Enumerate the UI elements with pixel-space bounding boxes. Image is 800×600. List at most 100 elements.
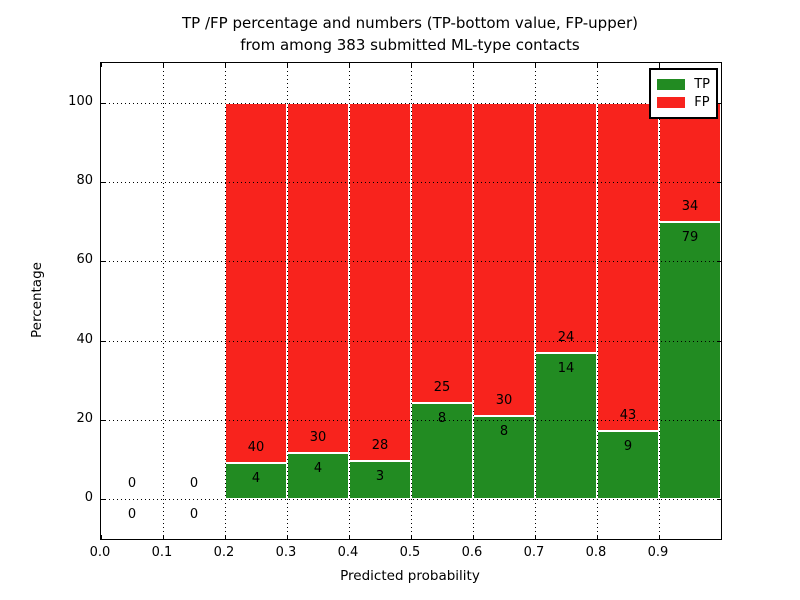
- x-tick-bottom: [349, 535, 350, 539]
- y-axis-label: Percentage: [29, 262, 45, 338]
- bar-count-tp: 9: [623, 438, 633, 454]
- legend-label-fp: FP: [694, 95, 710, 110]
- y-tick-label: 100: [68, 93, 93, 109]
- chart-title-line-2: from among 383 submitted ML-type contact…: [240, 36, 580, 54]
- bar-count-fp: 34: [681, 199, 699, 215]
- y-tick-left: [101, 340, 105, 342]
- y-tick-left: [101, 102, 105, 104]
- bar-count-tp: 4: [251, 471, 261, 487]
- y-tick-label: 60: [76, 252, 93, 268]
- x-tick-top: [473, 63, 474, 67]
- x-tick-bottom: [101, 535, 102, 539]
- bar-tp: [535, 353, 597, 500]
- x-tick-bottom: [659, 535, 660, 539]
- x-tick-label: 0.9: [647, 545, 669, 560]
- bar-tp: [659, 222, 721, 500]
- y-tick-left: [101, 499, 105, 501]
- x-tick-top: [225, 63, 226, 67]
- gridline-vertical: [287, 63, 288, 539]
- bar-count-fp: 30: [309, 429, 327, 445]
- x-tick-bottom: [473, 535, 474, 539]
- y-tick-right: [717, 420, 721, 421]
- bar-fp: [411, 102, 473, 404]
- bar-count-tp: 0: [127, 507, 137, 523]
- bar-count-fp: 28: [371, 437, 389, 453]
- x-tick-label: 0.2: [213, 545, 235, 560]
- gridline-vertical: [473, 63, 474, 539]
- bar-count-fp: 24: [557, 330, 575, 346]
- bar-count-tp: 14: [557, 361, 575, 377]
- bar-count-fp: 25: [433, 380, 451, 396]
- y-tick-left: [101, 420, 105, 421]
- bar-tp: [225, 463, 287, 500]
- bar-tp: [287, 452, 349, 500]
- y-tick-right: [717, 340, 721, 342]
- bar-count-fp: 30: [495, 392, 513, 408]
- legend-swatch-tp-icon: [657, 79, 686, 90]
- bar-fp: [225, 102, 287, 464]
- x-tick-bottom: [597, 535, 598, 539]
- legend: TP FP: [649, 68, 718, 119]
- x-tick-label: 0.7: [523, 545, 545, 560]
- gridline-vertical: [659, 63, 660, 539]
- x-tick-top: [597, 63, 598, 67]
- x-tick-top: [101, 63, 102, 67]
- x-tick-label: 0.8: [585, 545, 607, 560]
- y-tick-label: 20: [76, 411, 93, 426]
- y-tick-right: [717, 499, 721, 501]
- x-tick-bottom: [163, 535, 164, 539]
- gridline-vertical: [225, 63, 226, 539]
- legend-label-tp: TP: [694, 77, 710, 92]
- bar-fp: [287, 102, 349, 453]
- y-tick-right: [717, 182, 721, 183]
- chart-title: TP /FP percentage and numbers (TP-bottom…: [100, 12, 720, 56]
- chart-title-line-1: TP /FP percentage and numbers (TP-bottom…: [182, 14, 638, 32]
- bar-count-tp: 3: [375, 468, 385, 484]
- bar-count-tp: 8: [437, 411, 447, 427]
- y-tick-label: 80: [76, 173, 93, 188]
- y-tick-left: [101, 261, 105, 263]
- bar-fp: [349, 102, 411, 461]
- bar-fp: [535, 102, 597, 354]
- x-tick-bottom: [535, 535, 536, 539]
- x-tick-label: 0.0: [89, 545, 111, 560]
- gridline-vertical: [349, 63, 350, 539]
- x-tick-label: 0.1: [151, 545, 173, 560]
- bar-fp: [597, 102, 659, 431]
- gridline-vertical: [163, 63, 164, 539]
- legend-item-tp: TP: [657, 77, 710, 92]
- x-tick-top: [287, 63, 288, 67]
- y-tick-left: [101, 182, 105, 183]
- y-tick-label: 0: [84, 490, 93, 506]
- y-tick-right: [717, 261, 721, 263]
- x-tick-top: [349, 63, 350, 67]
- x-tick-top: [163, 63, 164, 67]
- bar-count-tp: 8: [499, 423, 509, 439]
- plot-area: TP FP 0 0 0 0 40 4 30 4 28 3 25 8 30 8 24 14 43 9 34 79: [100, 62, 722, 540]
- x-tick-bottom: [411, 535, 412, 539]
- legend-item-fp: FP: [657, 95, 710, 110]
- bar-count-fp: 43: [619, 407, 637, 423]
- x-tick-label: 0.3: [275, 545, 297, 560]
- bar-count-tp: 0: [189, 507, 199, 523]
- bar-count-fp: 0: [189, 476, 199, 492]
- x-tick-label: 0.5: [399, 545, 421, 560]
- bar-count-fp: 40: [247, 440, 265, 456]
- x-tick-top: [411, 63, 412, 67]
- bar-tp: [411, 403, 473, 500]
- gridline-vertical: [597, 63, 598, 539]
- x-tick-label: 0.6: [461, 545, 483, 560]
- gridline-vertical: [535, 63, 536, 539]
- bar-fp: [473, 102, 535, 416]
- x-tick-bottom: [287, 535, 288, 539]
- y-tick-right: [717, 102, 721, 104]
- bar-count-tp: 79: [681, 230, 699, 246]
- x-tick-bottom: [225, 535, 226, 539]
- x-axis-label: Predicted probability: [340, 568, 480, 584]
- bar-count-tp: 4: [313, 460, 323, 476]
- x-tick-top: [659, 63, 660, 67]
- gridline-vertical: [411, 63, 412, 539]
- x-tick-label: 0.4: [337, 545, 359, 560]
- bar-count-fp: 0: [127, 476, 137, 492]
